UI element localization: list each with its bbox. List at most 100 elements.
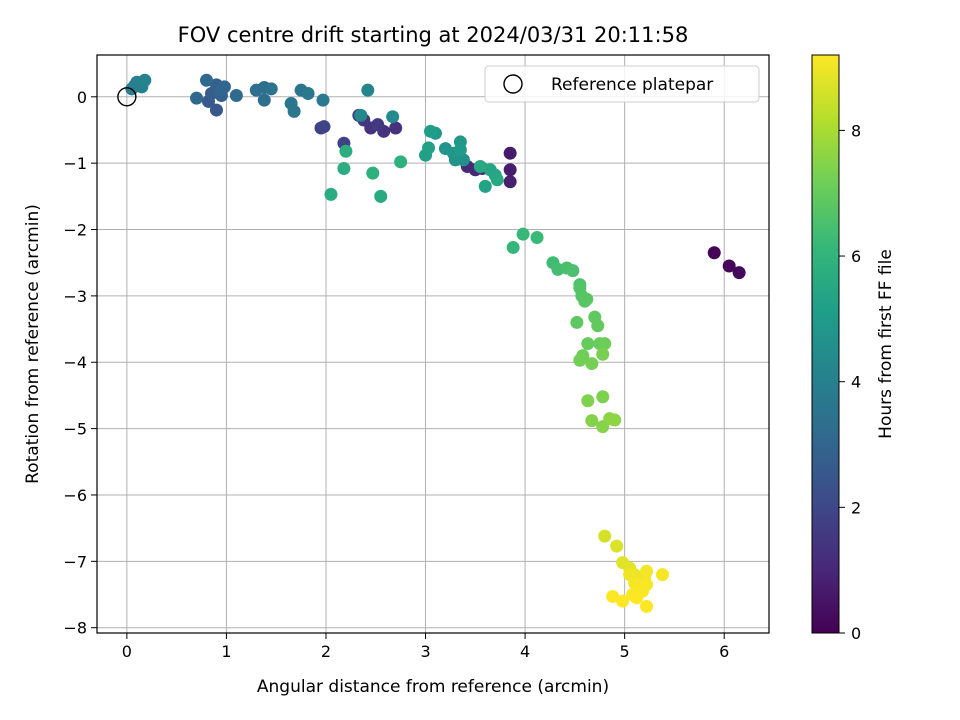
data-point (317, 120, 331, 134)
legend-box (484, 65, 760, 103)
data-point (581, 337, 595, 351)
data-point (585, 414, 599, 428)
y-tick-label: −2 (63, 221, 87, 240)
y-tick-label: −6 (63, 486, 87, 505)
data-points (125, 73, 746, 613)
x-tick-label: 3 (420, 642, 430, 661)
data-point (596, 347, 610, 361)
plot-area (97, 55, 769, 633)
y-tick-label: −8 (63, 619, 87, 638)
legend-label-reference-platepar: Reference platepar (551, 75, 713, 95)
y-tick-label: 0 (77, 88, 87, 107)
grid-lines (97, 55, 769, 633)
data-point (389, 121, 403, 135)
data-point (516, 227, 530, 241)
y-tick-label: −7 (63, 552, 87, 571)
data-point (473, 159, 487, 173)
legend: Reference platepar (484, 65, 760, 103)
data-point (598, 337, 612, 351)
chart-title: FOV centre drift starting at 2024/03/31 … (178, 23, 689, 47)
data-point (503, 163, 517, 177)
data-point (394, 155, 408, 169)
data-point (580, 292, 594, 306)
data-point (371, 118, 385, 132)
data-point (209, 103, 223, 117)
data-point (608, 413, 622, 427)
y-tick-label: −5 (63, 420, 87, 439)
legend-reference-marker (503, 74, 523, 94)
data-point (422, 141, 436, 155)
data-point (337, 161, 351, 175)
reference-marker-group (117, 87, 137, 107)
x-tick-label: 5 (620, 642, 630, 661)
colorbar-tick-label: 8 (851, 121, 861, 140)
data-point (655, 568, 669, 582)
data-point (316, 93, 330, 107)
data-point (732, 266, 746, 280)
y-tick-label: −1 (63, 154, 87, 173)
data-point (287, 104, 301, 118)
data-point (374, 189, 388, 203)
data-point (591, 319, 605, 333)
data-point (503, 146, 517, 160)
data-point (138, 73, 152, 87)
x-tick-label: 0 (122, 642, 132, 661)
data-point (386, 110, 400, 124)
data-point (598, 529, 612, 543)
colorbar-gradient (811, 54, 840, 634)
data-point (707, 246, 721, 260)
data-point (722, 259, 736, 273)
data-point (506, 240, 520, 254)
data-point (573, 353, 587, 367)
data-point (623, 568, 637, 582)
x-tick-label: 2 (321, 642, 331, 661)
x-axis-ticks: 0 1 2 3 4 5 6 (122, 633, 729, 661)
data-point (200, 73, 214, 87)
data-point (530, 230, 544, 244)
data-point (585, 357, 599, 371)
data-point (581, 394, 595, 408)
data-point (616, 594, 630, 608)
x-tick-label: 1 (221, 642, 231, 661)
data-point (366, 166, 380, 180)
data-point (570, 315, 584, 329)
x-tick-label: 4 (520, 642, 530, 661)
data-point (503, 175, 517, 189)
data-point (490, 173, 504, 187)
colorbar-label: Hours from first FF file (876, 249, 896, 439)
colorbar-tick-label: 6 (851, 247, 861, 266)
data-point (354, 108, 368, 122)
plot-frame (96, 54, 770, 634)
y-tick-label: −4 (63, 353, 87, 372)
data-point (630, 591, 644, 605)
colorbar-tick-label: 0 (851, 624, 861, 643)
data-point (453, 143, 467, 157)
data-point (229, 88, 243, 102)
colorbar-tick-label: 4 (851, 373, 861, 392)
data-point (610, 539, 624, 553)
reference-platepar-marker (117, 87, 137, 107)
data-point (566, 264, 580, 278)
data-point (478, 179, 492, 193)
y-axis-label: Rotation from reference (arcmin) (23, 204, 43, 484)
data-point (264, 82, 278, 96)
data-point (424, 124, 438, 138)
data-point (339, 144, 353, 158)
y-tick-label: −3 (63, 287, 87, 306)
x-axis-label: Angular distance from reference (arcmin) (257, 677, 609, 697)
colorbar-tick-label: 2 (851, 498, 861, 517)
data-point (361, 83, 375, 97)
x-tick-label: 6 (719, 642, 729, 661)
data-point (257, 93, 271, 107)
data-point (596, 390, 610, 404)
data-point (640, 564, 654, 578)
data-point (190, 91, 204, 105)
data-point (214, 83, 228, 97)
data-point (640, 599, 654, 613)
data-point (606, 590, 620, 604)
data-point (301, 86, 315, 100)
colorbar: 0 2 4 6 8 Hours from first FF file (811, 54, 896, 643)
y-axis-ticks: 0 −1 −2 −3 −4 −5 −6 −7 −8 (63, 88, 97, 638)
colorbar-ticks: 0 2 4 6 8 (839, 121, 861, 643)
